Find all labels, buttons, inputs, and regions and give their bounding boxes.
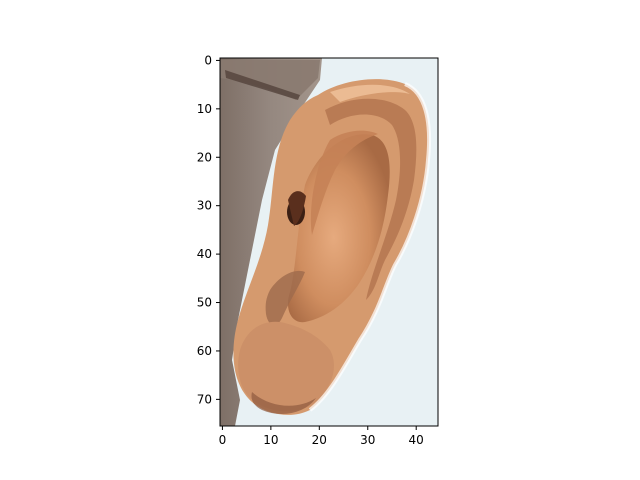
y-tick-label: 50	[197, 296, 212, 310]
ear-photo	[220, 58, 438, 426]
y-tick-label: 40	[197, 247, 212, 261]
x-tick-label: 10	[263, 433, 278, 447]
y-tick-label: 10	[197, 102, 212, 116]
axes-frame	[219, 57, 439, 427]
x-tick-label: 0	[219, 433, 227, 447]
y-tick-label: 20	[197, 150, 212, 164]
y-tick-label: 0	[204, 53, 212, 67]
x-tick-label: 40	[409, 433, 424, 447]
x-tick-label: 30	[360, 433, 375, 447]
y-tick-label: 30	[197, 199, 212, 213]
ear-lobe	[238, 321, 334, 412]
concha	[287, 134, 390, 323]
x-axis: 0 10 20 30 40	[219, 426, 424, 447]
y-tick-label: 70	[197, 392, 212, 406]
y-axis: 0 10 20 30 40 50 60 70	[197, 53, 220, 406]
y-tick-label: 60	[197, 344, 212, 358]
hair-region	[220, 58, 322, 426]
x-tick-label: 20	[312, 433, 327, 447]
